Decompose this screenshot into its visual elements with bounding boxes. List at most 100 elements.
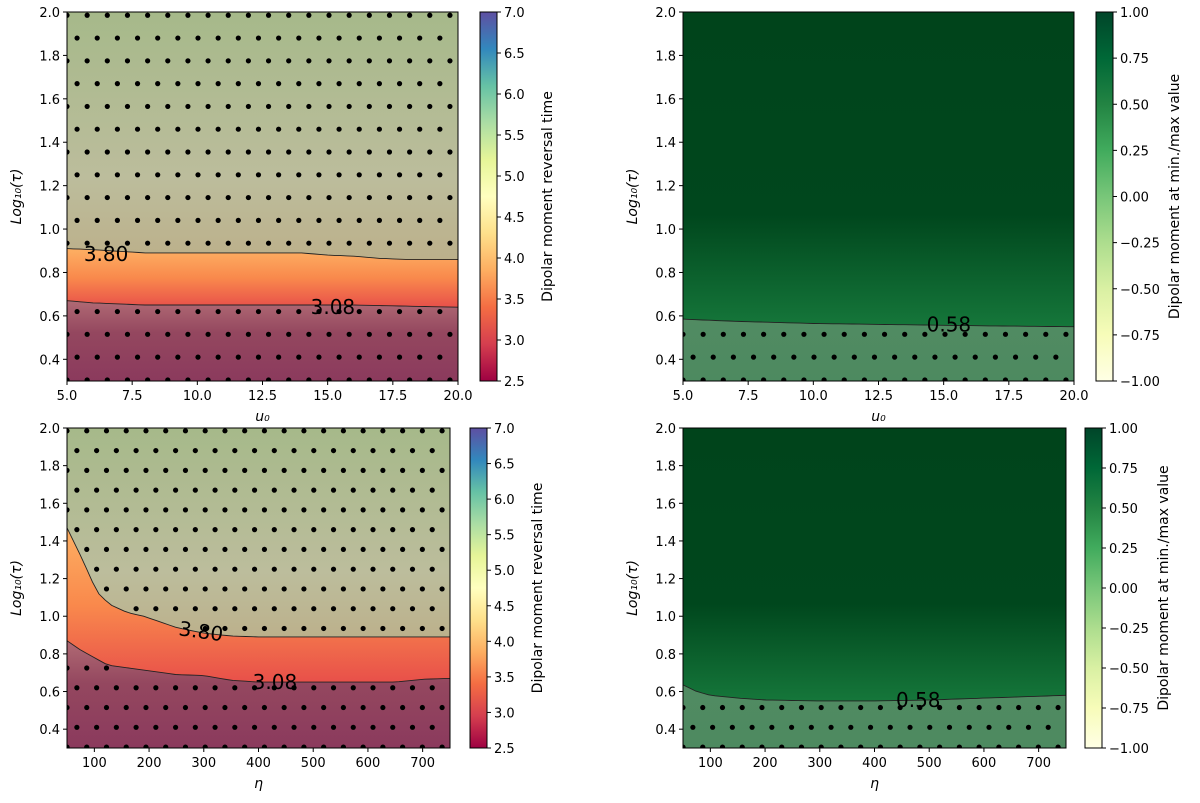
stipple-dot bbox=[103, 665, 110, 671]
stipple-dot bbox=[133, 566, 139, 572]
stipple-dot bbox=[113, 487, 119, 493]
stipple-dot bbox=[205, 58, 211, 64]
stipple-dot bbox=[366, 240, 372, 246]
stipple-dot bbox=[821, 331, 827, 337]
stipple-dot bbox=[1023, 331, 1029, 337]
y-tick-label: 1.2 bbox=[39, 573, 60, 588]
stipple-dot bbox=[225, 12, 231, 18]
colorbar-tick-label: −0.75 bbox=[1109, 702, 1149, 717]
stipple-dot bbox=[84, 428, 90, 434]
stipple-dot bbox=[386, 12, 393, 18]
stipple-dot bbox=[326, 58, 332, 64]
y-tick-label: 1.2 bbox=[655, 180, 676, 195]
stipple-dot bbox=[409, 566, 416, 572]
stipple-dot bbox=[759, 704, 765, 711]
stipple-dot bbox=[265, 240, 272, 246]
stipple-dot bbox=[153, 527, 159, 533]
contour-line-0.58 bbox=[683, 318, 1074, 328]
y-tick-label: 2.0 bbox=[655, 6, 676, 21]
stipple-dot bbox=[165, 377, 171, 381]
stipple-dot bbox=[750, 354, 757, 360]
stipple-dot bbox=[311, 606, 317, 612]
stipple-dot bbox=[232, 685, 238, 691]
stipple-dot bbox=[326, 240, 332, 246]
stipple-dot bbox=[185, 240, 191, 246]
stipple-dot bbox=[123, 744, 129, 748]
stipple-dot bbox=[360, 704, 366, 711]
stipple-dot bbox=[215, 354, 221, 360]
stipple-dot bbox=[222, 586, 228, 592]
stipple-dot bbox=[205, 194, 211, 201]
stipple-dot bbox=[330, 487, 337, 493]
stipple-dot bbox=[67, 331, 70, 337]
stipple-dot bbox=[851, 354, 857, 360]
stipple-dot bbox=[271, 724, 277, 730]
stipple-dot bbox=[366, 377, 372, 381]
stipple-dot bbox=[838, 744, 844, 748]
stipple-dot bbox=[1033, 354, 1039, 360]
stipple-dot bbox=[828, 724, 834, 730]
stipple-dot bbox=[242, 507, 248, 513]
stipple-dot bbox=[447, 149, 453, 155]
stipple-dot bbox=[798, 744, 805, 748]
stipple-dot bbox=[321, 467, 327, 473]
stipple-dot bbox=[326, 12, 332, 18]
stipple-dot bbox=[992, 354, 998, 360]
stipple-dot bbox=[447, 240, 453, 246]
stipple-dot bbox=[326, 377, 332, 381]
stipple-dot bbox=[67, 665, 70, 671]
stipple-dot bbox=[417, 354, 423, 360]
stipple-dot bbox=[996, 744, 1002, 748]
stipple-dot bbox=[982, 377, 988, 381]
stipple-dot bbox=[276, 172, 282, 178]
stipple-dot bbox=[182, 546, 189, 553]
stipple-dot bbox=[123, 704, 129, 711]
stipple-dot bbox=[255, 81, 262, 87]
stipple-dot bbox=[276, 81, 282, 87]
y-tick-label: 0.6 bbox=[39, 310, 60, 325]
stipple-dot bbox=[683, 704, 686, 711]
stipple-dot bbox=[877, 744, 884, 748]
stipple-dot bbox=[437, 217, 443, 223]
x-tick-label: 5.0 bbox=[673, 389, 694, 404]
stipple-dot bbox=[185, 103, 191, 110]
stipple-dot bbox=[286, 58, 292, 64]
stipple-dot bbox=[1016, 744, 1022, 748]
stipple-dot bbox=[271, 685, 277, 691]
stipple-dot bbox=[409, 487, 416, 493]
colorbar-tick-label: 4.0 bbox=[494, 635, 515, 650]
y-tick-label: 1.8 bbox=[655, 460, 676, 475]
y-tick-label: 1.4 bbox=[655, 136, 676, 151]
stipple-dot bbox=[212, 606, 218, 612]
stipple-dot bbox=[1043, 377, 1049, 381]
stipple-dot bbox=[867, 724, 874, 730]
x-tick-label: 100 bbox=[698, 756, 723, 771]
stipple-dot bbox=[942, 331, 948, 337]
stipple-dot bbox=[956, 704, 962, 711]
stipple-dot bbox=[330, 527, 337, 533]
stipple-dot bbox=[143, 704, 149, 711]
stipple-dot bbox=[306, 103, 312, 110]
stipple-dot bbox=[439, 744, 445, 748]
stipple-dot bbox=[429, 487, 435, 493]
stipple-dot bbox=[281, 428, 287, 434]
colorbar-tick-label: 4.5 bbox=[494, 600, 515, 615]
colorbar-tick-label: 6.5 bbox=[494, 458, 515, 473]
stipple-dot bbox=[222, 507, 228, 513]
colorbar-tick-label: 0.75 bbox=[1120, 52, 1149, 67]
stipple-dot bbox=[437, 172, 443, 178]
stipple-dot bbox=[340, 428, 346, 434]
stipple-dot bbox=[400, 625, 406, 632]
stipple-dot bbox=[376, 354, 382, 360]
stipple-dot bbox=[281, 625, 287, 632]
stipple-dot bbox=[103, 546, 110, 553]
stipple-dot bbox=[376, 172, 382, 178]
stipple-dot bbox=[427, 149, 433, 155]
colorbar-label: Dipolar moment at min./max value bbox=[1167, 74, 1183, 319]
stipple-dot bbox=[316, 354, 322, 360]
fill-lower-region bbox=[67, 300, 458, 381]
x-tick-label: 200 bbox=[137, 756, 162, 771]
stipple-dot bbox=[192, 606, 198, 612]
stipple-dot bbox=[215, 126, 221, 132]
stipple-dot bbox=[104, 377, 110, 381]
